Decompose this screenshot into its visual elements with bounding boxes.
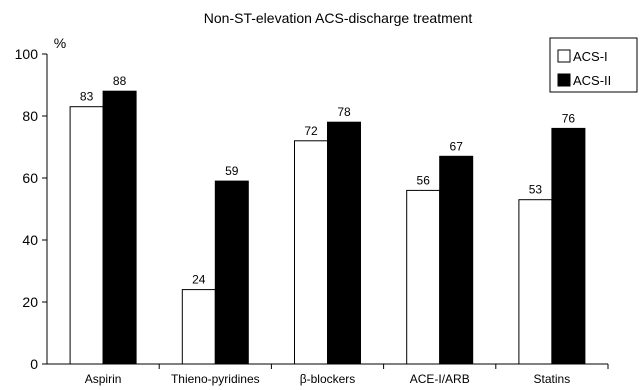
legend-swatch bbox=[557, 49, 571, 63]
y-ticks: 0 20 40 60 80 100 bbox=[15, 46, 47, 372]
legend-label: ACS-II bbox=[573, 73, 611, 88]
bar-value-label: 24 bbox=[192, 273, 206, 287]
bar-acs-i bbox=[518, 199, 553, 365]
bar-value-label: 67 bbox=[450, 139, 464, 153]
x-category-label: β-blockers bbox=[300, 372, 356, 386]
bar-value-label: 72 bbox=[304, 124, 318, 138]
bar-acs-ii bbox=[551, 127, 586, 365]
bar-acs-ii bbox=[439, 155, 474, 365]
bar-value-label: 59 bbox=[225, 164, 239, 178]
legend: ACS-I ACS-II bbox=[549, 37, 638, 93]
bar-value-label: 78 bbox=[337, 105, 351, 119]
legend-label: ACS-I bbox=[573, 49, 608, 64]
x-category-label: Aspirin bbox=[85, 372, 122, 386]
chart-title: Non-ST-elevation ACS-discharge treatment bbox=[204, 10, 473, 26]
x-categories: Aspirin Thieno-pyridines β-blockers ACE-I/A… bbox=[85, 364, 609, 386]
bar-value-label: 56 bbox=[417, 173, 431, 187]
bar-value-label: 83 bbox=[80, 90, 94, 104]
y-tick-label: 40 bbox=[22, 232, 38, 248]
y-tick-label: 20 bbox=[22, 294, 38, 310]
x-category-label: Statins bbox=[534, 372, 571, 386]
bar-acs-i bbox=[294, 140, 328, 365]
bar-acs-ii bbox=[102, 90, 137, 365]
y-tick-label: 80 bbox=[22, 108, 38, 124]
y-tick-label: 100 bbox=[15, 46, 39, 62]
bar-acs-i bbox=[406, 189, 441, 365]
bar-acs-ii bbox=[327, 121, 361, 365]
x-category-label: ACE-I/ARB bbox=[410, 372, 470, 386]
bars: 83 88 24 59 72 78 56 67 53 76 bbox=[69, 74, 586, 365]
plot-area: 0 20 40 60 80 100 83 88 24 59 72 78 56 67 53 76 Aspiri… bbox=[15, 46, 609, 386]
bar-acs-i bbox=[181, 289, 216, 365]
bar-value-label: 76 bbox=[562, 111, 576, 125]
bar-value-label: 53 bbox=[529, 183, 543, 197]
legend-swatch bbox=[557, 73, 571, 87]
bar-acs-ii bbox=[214, 180, 249, 365]
x-category-label: Thieno-pyridines bbox=[171, 372, 260, 386]
legend-items: ACS-I ACS-II bbox=[557, 49, 611, 88]
bar-acs-i bbox=[69, 106, 104, 365]
bar-value-label: 88 bbox=[113, 74, 127, 88]
y-tick-label: 0 bbox=[30, 356, 38, 372]
y-axis-label: % bbox=[54, 35, 66, 51]
y-tick-label: 60 bbox=[22, 170, 38, 186]
